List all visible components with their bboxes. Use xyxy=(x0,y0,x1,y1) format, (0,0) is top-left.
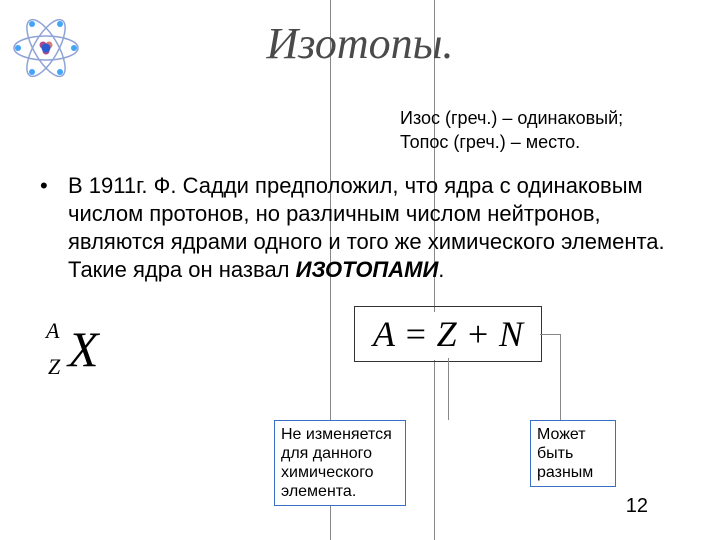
paragraph-text: В 1911г. Ф. Садди предположил, что ядра … xyxy=(68,172,680,284)
atomic-number-symbol: Z xyxy=(48,354,60,380)
center-line-right-lower xyxy=(434,360,435,540)
etymology-line: Изос (греч.) – одинаковый; xyxy=(400,106,623,130)
etymology-line: Топос (греч.) – место. xyxy=(400,130,623,154)
connector-z xyxy=(448,358,449,420)
etymology-block: Изос (греч.) – одинаковый; Топос (греч.)… xyxy=(400,106,623,154)
mass-number-symbol: A xyxy=(46,318,59,344)
connector-n-h xyxy=(540,334,560,335)
element-symbol: X xyxy=(68,321,99,377)
bullet-icon: • xyxy=(40,172,68,284)
mass-number-formula: A = Z + N xyxy=(354,306,542,362)
page-title: Изотопы. xyxy=(0,18,720,69)
page-number: 12 xyxy=(626,495,648,518)
z-description-box: Не изменяется для данного химического эл… xyxy=(274,420,406,506)
connector-n xyxy=(560,334,561,420)
n-description-box: Может быть разным xyxy=(530,420,616,487)
nuclide-symbol: A Z X xyxy=(68,320,99,378)
main-paragraph: • В 1911г. Ф. Садди предположил, что ядр… xyxy=(40,172,680,284)
